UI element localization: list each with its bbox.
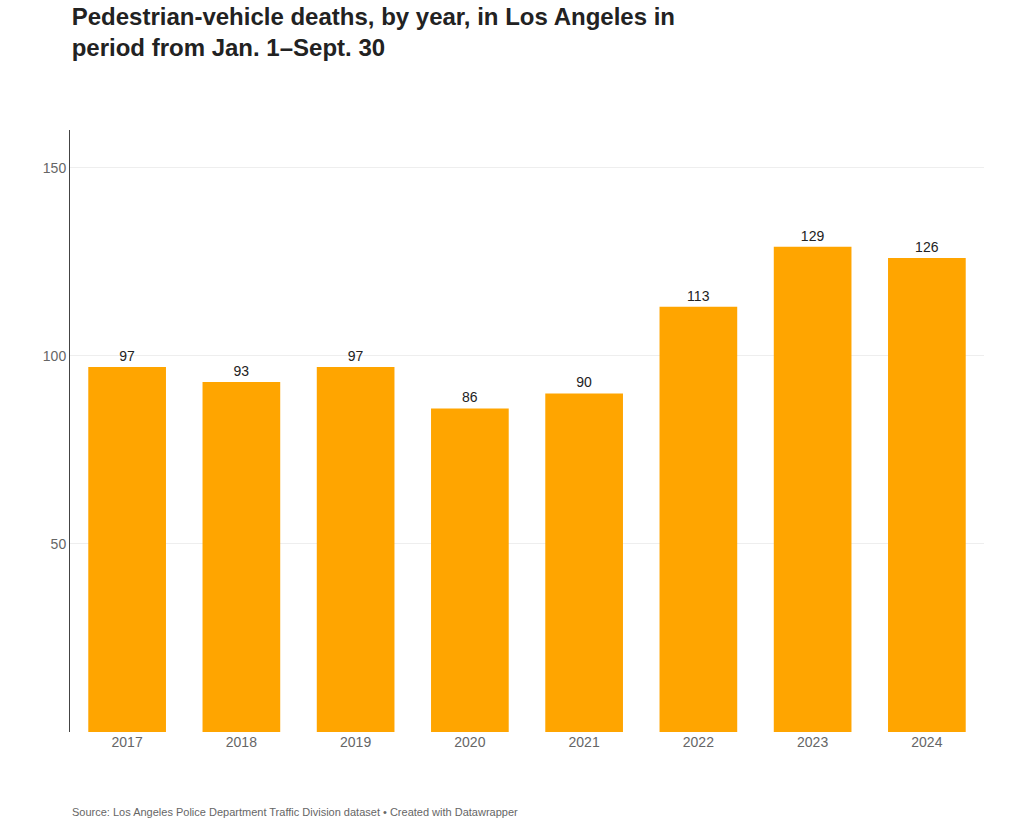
svg-text:Pedestrian-vehicle deaths, by: Pedestrian-vehicle deaths, by year, in L… [72, 3, 675, 61]
svg-text:100: 100 [43, 348, 67, 364]
svg-text:2022: 2022 [683, 734, 714, 750]
svg-text:2021: 2021 [569, 734, 600, 750]
svg-text:2020: 2020 [454, 734, 485, 750]
svg-text:86: 86 [462, 389, 478, 405]
svg-text:90: 90 [576, 374, 592, 390]
svg-text:97: 97 [119, 348, 135, 364]
svg-text:129: 129 [801, 228, 825, 244]
svg-text:Source: Los Angeles Police Dep: Source: Los Angeles Police Department Tr… [72, 806, 518, 818]
svg-text:50: 50 [51, 536, 67, 552]
svg-text:2023: 2023 [797, 734, 828, 750]
svg-text:2019: 2019 [340, 734, 371, 750]
svg-text:2018: 2018 [226, 734, 257, 750]
svg-text:126: 126 [915, 239, 939, 255]
svg-text:150: 150 [43, 160, 67, 176]
svg-text:97: 97 [348, 348, 364, 364]
svg-text:113: 113 [687, 288, 710, 304]
svg-text:2024: 2024 [911, 734, 942, 750]
svg-text:2017: 2017 [112, 734, 143, 750]
svg-text:93: 93 [233, 363, 249, 379]
